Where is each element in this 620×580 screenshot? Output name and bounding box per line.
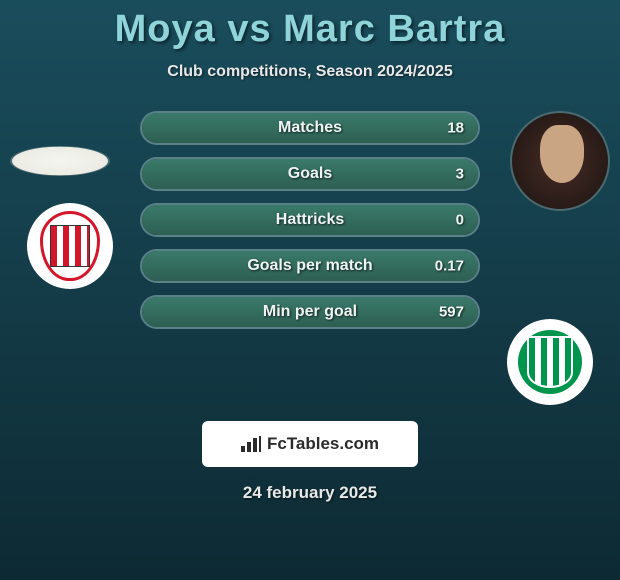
page-title: Moya vs Marc Bartra: [0, 0, 620, 51]
bar-chart-icon: [241, 436, 261, 452]
brand-badge: FcTables.com: [202, 421, 418, 467]
stat-value: 0.17: [435, 258, 464, 275]
stat-row: Matches 18: [140, 111, 480, 145]
stat-bars: Matches 18 Goals 3 Hattricks 0 Goals per…: [140, 111, 480, 341]
stat-value: 597: [439, 304, 464, 321]
club-crest-left: [27, 203, 113, 289]
stat-label: Hattricks: [276, 211, 344, 229]
stat-value: 0: [456, 212, 464, 229]
stat-row: Hattricks 0: [140, 203, 480, 237]
stat-label: Matches: [278, 119, 342, 137]
stat-label: Goals: [288, 165, 332, 183]
stat-row: Goals 3: [140, 157, 480, 191]
date-text: 24 february 2025: [0, 483, 620, 503]
stat-value: 3: [456, 166, 464, 183]
stat-label: Goals per match: [247, 257, 372, 275]
stat-row: Goals per match 0.17: [140, 249, 480, 283]
stat-label: Min per goal: [263, 303, 357, 321]
stat-row: Min per goal 597: [140, 295, 480, 329]
comparison-panel: Matches 18 Goals 3 Hattricks 0 Goals per…: [0, 111, 620, 391]
athletic-club-shield-icon: [40, 211, 100, 281]
player-right-avatar: [510, 111, 610, 211]
brand-text: FcTables.com: [267, 434, 379, 454]
subtitle: Club competitions, Season 2024/2025: [0, 63, 620, 81]
betis-shield-icon: [518, 330, 582, 394]
player-left-avatar: [10, 146, 110, 176]
stat-value: 18: [447, 120, 464, 137]
club-crest-right: [507, 319, 593, 405]
